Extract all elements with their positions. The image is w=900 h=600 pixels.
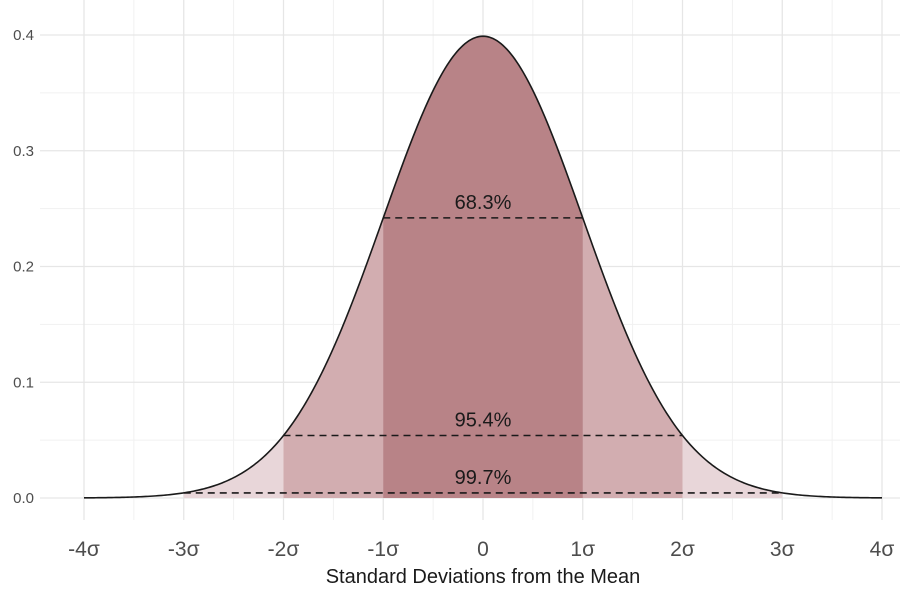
y-tick-label: 0.1 [13, 374, 34, 391]
density-curve [83, 35, 883, 499]
x-tick-label: 2σ [670, 538, 695, 561]
y-tick-label: 0.0 [13, 490, 34, 507]
y-tick-label: 0.3 [13, 143, 34, 160]
annotation-dashed-lines [183, 217, 783, 494]
x-tick-label: -2σ [268, 538, 300, 561]
x-tick-label: 3σ [770, 538, 795, 561]
x-tick-label: -3σ [168, 538, 200, 561]
y-tick-label: 0.4 [13, 27, 34, 44]
x-tick-label: -1σ [367, 538, 399, 561]
x-axis-label: Standard Deviations from the Mean [326, 566, 641, 588]
x-tick-label: 4σ [870, 538, 895, 561]
y-tick-label: 0.2 [13, 259, 34, 276]
x-tick-label: 0 [477, 538, 489, 561]
x-tick-labels: -4σ -3σ -2σ -1σ 0 1σ 2σ 3σ 4σ [68, 538, 894, 561]
annotation-label: 95.4% [455, 409, 512, 431]
sigma-band [383, 36, 583, 498]
annotation-label: 99.7% [455, 467, 512, 489]
y-tick-labels: 0.0 0.1 0.2 0.3 0.4 [13, 27, 34, 507]
x-tick-label: 1σ [570, 538, 595, 561]
annotation-labels: 68.3% 95.4% 99.7% [455, 192, 512, 489]
sigma-bands [183, 36, 783, 498]
annotation-label: 68.3% [455, 192, 512, 214]
x-tick-label: -4σ [68, 538, 100, 561]
